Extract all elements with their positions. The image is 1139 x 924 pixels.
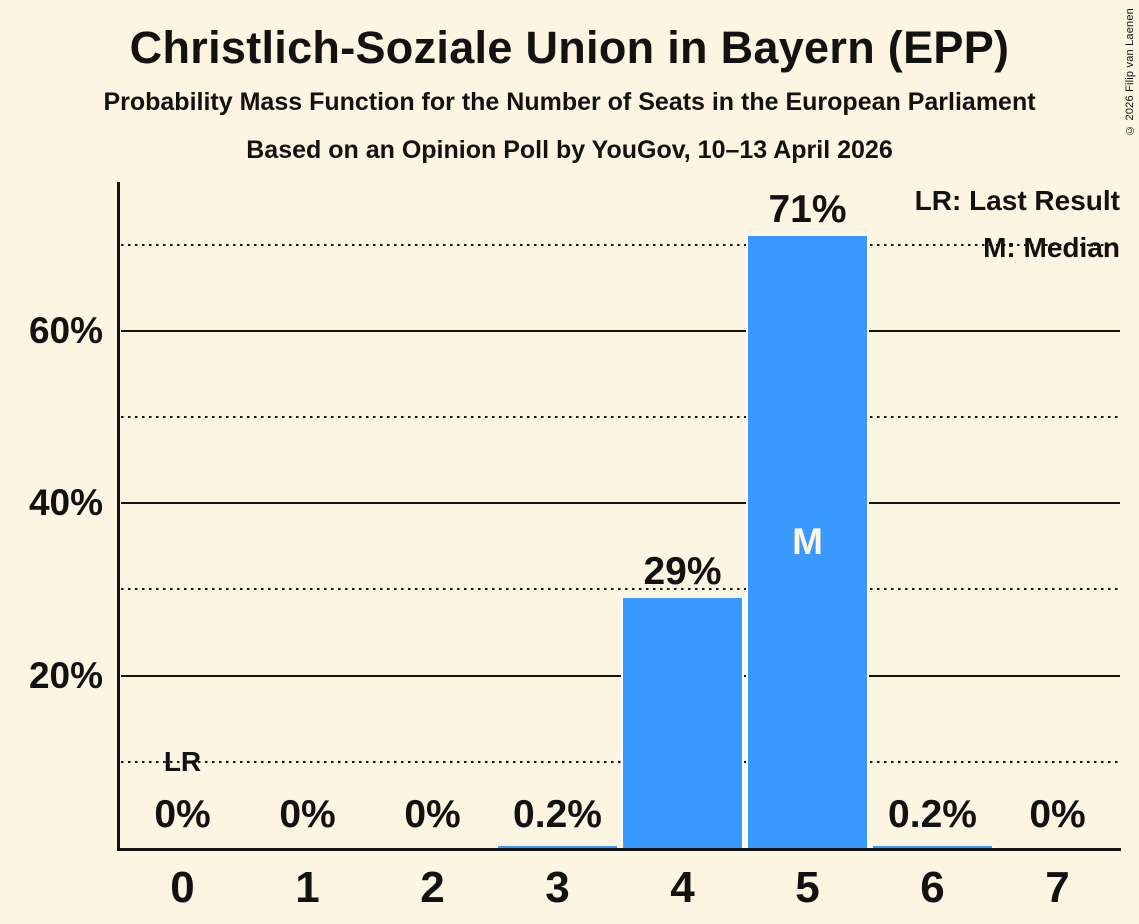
x-axis-line bbox=[117, 848, 1121, 851]
chart-subtitle: Probability Mass Function for the Number… bbox=[103, 88, 1036, 116]
bar-value-label-5: 71% bbox=[768, 187, 847, 231]
y-tick-label-20: 20% bbox=[28, 654, 103, 696]
bar-value-label-6: 0.2% bbox=[888, 793, 977, 836]
gridline-solid-20pct bbox=[121, 674, 1120, 677]
copyright-notice: © 2026 Filip van Laenen bbox=[1124, 8, 1136, 136]
gridline-dotted-10pct bbox=[121, 760, 1120, 763]
gridline-solid-40pct bbox=[121, 502, 1120, 505]
gridline-dotted-70pct bbox=[121, 243, 1120, 246]
y-tick-label-40: 40% bbox=[28, 482, 103, 524]
y-axis-line bbox=[117, 182, 120, 851]
x-tick-label-2: 2 bbox=[420, 863, 445, 912]
bar-value-label-2: 0% bbox=[404, 793, 461, 836]
gridline-solid-60pct bbox=[121, 329, 1120, 332]
bar-seats-6 bbox=[871, 846, 994, 848]
bar-value-label-1: 0% bbox=[279, 793, 336, 836]
y-tick-label-60: 60% bbox=[28, 309, 103, 351]
bar-seats-5 bbox=[746, 235, 869, 848]
last-result-marker: LR bbox=[163, 745, 202, 777]
gridline-dotted-50pct bbox=[121, 416, 1120, 418]
x-tick-label-4: 4 bbox=[670, 863, 695, 912]
chart-source-line: Based on an Opinion Poll by YouGov, 10–1… bbox=[246, 136, 893, 164]
x-tick-label-0: 0 bbox=[170, 863, 195, 912]
bar-value-label-0: 0% bbox=[154, 793, 211, 836]
legend-last-result: LR: Last Result bbox=[914, 185, 1120, 216]
bar-value-label-3: 0.2% bbox=[513, 793, 602, 836]
legend-median: M: Median bbox=[983, 232, 1120, 263]
x-tick-label-5: 5 bbox=[795, 863, 820, 912]
x-tick-label-6: 6 bbox=[920, 863, 945, 912]
x-tick-label-3: 3 bbox=[545, 863, 570, 912]
bar-seats-4 bbox=[621, 598, 744, 848]
bar-seats-3 bbox=[496, 846, 619, 848]
x-tick-label-7: 7 bbox=[1045, 863, 1070, 912]
bar-value-label-7: 0% bbox=[1029, 793, 1086, 836]
gridline-dotted-30pct bbox=[121, 588, 1120, 591]
median-marker: M bbox=[792, 520, 823, 562]
bar-value-label-4: 29% bbox=[643, 550, 722, 594]
chart-title: Christlich-Soziale Union in Bayern (EPP) bbox=[129, 22, 1010, 73]
x-tick-label-1: 1 bbox=[295, 863, 320, 912]
